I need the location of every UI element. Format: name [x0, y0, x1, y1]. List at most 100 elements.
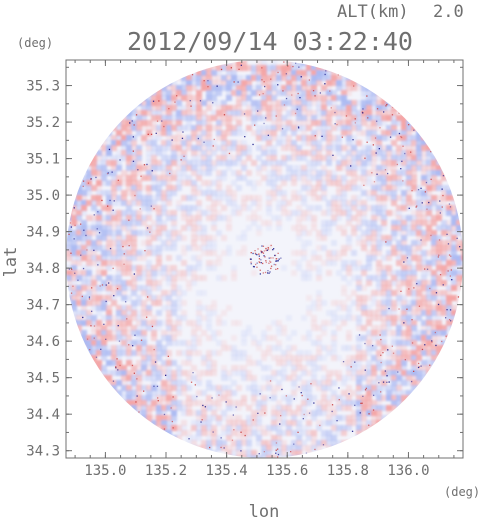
reflectivity-cell: [106, 200, 112, 206]
speckle-dot: [425, 181, 428, 184]
reflectivity-cell: [381, 225, 387, 231]
reflectivity-cell: [351, 145, 357, 151]
reflectivity-cell: [331, 145, 337, 151]
speckle-dot: [111, 171, 113, 173]
reflectivity-cell: [411, 165, 417, 171]
reflectivity-cell: [231, 420, 237, 426]
reflectivity-cell: [411, 200, 417, 206]
reflectivity-cell: [126, 165, 132, 171]
speckle-dot: [77, 279, 79, 281]
reflectivity-cell: [411, 365, 417, 371]
reflectivity-cell: [436, 210, 442, 216]
reflectivity-cell: [341, 95, 347, 101]
reflectivity-cell: [136, 270, 142, 276]
reflectivity-cell: [321, 420, 327, 426]
reflectivity-cell: [291, 380, 297, 386]
speckle-dot: [250, 258, 252, 260]
reflectivity-cell: [326, 270, 332, 276]
speckle-dot: [74, 272, 76, 274]
reflectivity-cell: [176, 390, 182, 396]
speckle-dot: [277, 260, 279, 262]
reflectivity-cell: [316, 120, 322, 126]
reflectivity-cell: [206, 190, 212, 196]
reflectivity-cell: [236, 400, 242, 406]
reflectivity-cell: [196, 140, 202, 146]
reflectivity-cell: [301, 170, 307, 176]
reflectivity-cell: [391, 110, 397, 116]
reflectivity-cell: [411, 310, 417, 316]
reflectivity-cell: [211, 305, 217, 311]
reflectivity-cell: [296, 440, 302, 446]
reflectivity-cell: [116, 195, 122, 201]
reflectivity-cell: [281, 75, 287, 81]
reflectivity-cell: [256, 200, 262, 206]
reflectivity-cell: [106, 305, 112, 311]
reflectivity-cell: [176, 435, 182, 441]
reflectivity-cell: [106, 225, 112, 231]
reflectivity-cell: [426, 170, 432, 176]
reflectivity-cell: [171, 155, 177, 161]
reflectivity-cell: [241, 245, 247, 251]
reflectivity-cell: [191, 195, 197, 201]
reflectivity-cell: [81, 225, 87, 231]
reflectivity-cell: [326, 135, 332, 141]
reflectivity-cell: [161, 360, 167, 366]
reflectivity-cell: [421, 255, 427, 261]
y-tick-label: 34.5: [26, 371, 60, 387]
reflectivity-cell: [166, 135, 172, 141]
speckle-dot: [373, 181, 376, 183]
reflectivity-cell: [436, 255, 442, 261]
reflectivity-cell: [211, 220, 217, 226]
reflectivity-cell: [171, 340, 177, 346]
reflectivity-cell: [306, 435, 312, 441]
reflectivity-cell: [456, 195, 462, 201]
reflectivity-cell: [166, 300, 172, 306]
speckle-dot: [430, 234, 432, 237]
reflectivity-cell: [261, 135, 267, 141]
reflectivity-cell: [421, 265, 427, 271]
reflectivity-cell: [276, 140, 282, 146]
reflectivity-cell: [131, 165, 137, 171]
reflectivity-cell: [166, 395, 172, 401]
reflectivity-cell: [176, 110, 182, 116]
reflectivity-cell: [186, 345, 192, 351]
reflectivity-cell: [421, 310, 427, 316]
reflectivity-cell: [211, 110, 217, 116]
reflectivity-cell: [281, 160, 287, 166]
reflectivity-cell: [106, 260, 112, 266]
reflectivity-cell: [156, 180, 162, 186]
reflectivity-cell: [356, 370, 362, 376]
speckle-dot: [150, 133, 153, 135]
reflectivity-cell: [121, 155, 127, 161]
reflectivity-cell: [146, 110, 152, 116]
reflectivity-cell: [206, 75, 212, 81]
reflectivity-cell: [396, 295, 402, 301]
speckle-dot: [398, 308, 400, 310]
reflectivity-cell: [116, 280, 122, 286]
reflectivity-cell: [301, 100, 307, 106]
reflectivity-cell: [456, 310, 462, 316]
reflectivity-cell: [261, 450, 267, 456]
reflectivity-cell: [356, 140, 362, 146]
reflectivity-cell: [96, 165, 102, 171]
reflectivity-cell: [136, 200, 142, 206]
speckle-dot: [417, 189, 420, 191]
reflectivity-cell: [191, 85, 197, 91]
reflectivity-cell: [246, 435, 252, 441]
reflectivity-cell: [276, 430, 282, 436]
reflectivity-cell: [431, 330, 437, 336]
reflectivity-cell: [406, 320, 412, 326]
reflectivity-cell: [151, 320, 157, 326]
reflectivity-cell: [231, 140, 237, 146]
reflectivity-cell: [141, 345, 147, 351]
reflectivity-cell: [371, 120, 377, 126]
reflectivity-cell: [136, 265, 142, 271]
reflectivity-cell: [201, 225, 207, 231]
reflectivity-cell: [376, 105, 382, 111]
reflectivity-cell: [421, 230, 427, 236]
reflectivity-cell: [381, 195, 387, 201]
reflectivity-cell: [401, 380, 407, 386]
reflectivity-cell: [411, 135, 417, 141]
reflectivity-cell: [361, 180, 367, 186]
reflectivity-cell: [401, 390, 407, 396]
